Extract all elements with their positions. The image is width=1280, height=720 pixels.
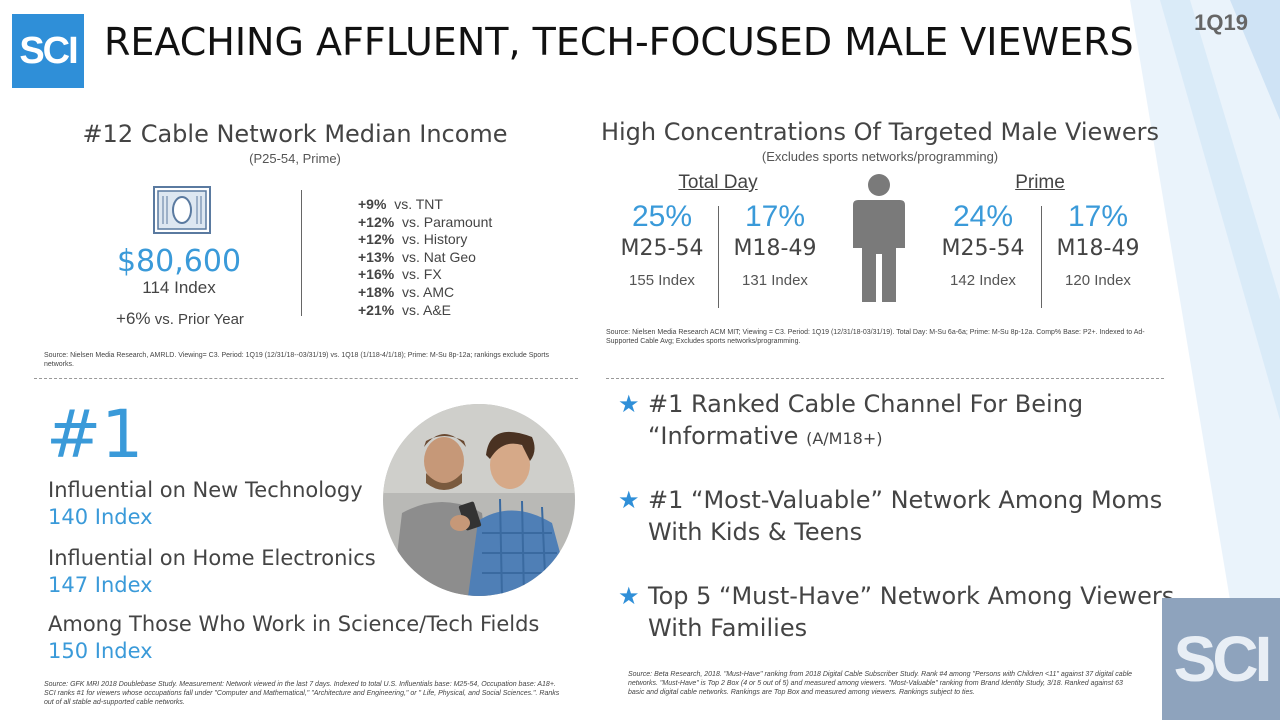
star-icon: ★ bbox=[618, 390, 640, 418]
comparison-item: +12% vs. Paramount bbox=[358, 213, 493, 230]
star-icon: ★ bbox=[618, 486, 640, 514]
comparison-item: +9% vs. TNT bbox=[358, 196, 443, 212]
stat-pct: 17% bbox=[744, 200, 806, 233]
stat-demo: M18-49 bbox=[733, 236, 817, 261]
section-divider-right bbox=[606, 378, 1164, 379]
rank-number: #1 bbox=[46, 396, 144, 473]
stat-index: 142 Index bbox=[950, 272, 1016, 289]
stat-index: 131 Index bbox=[742, 272, 808, 289]
comparison-item: +12% vs. History bbox=[358, 231, 468, 248]
male-viewers-source: Source: Nielsen Media Research ACM MIT; … bbox=[606, 329, 1145, 345]
prior-year-change: +6% vs. Prior Year bbox=[80, 309, 280, 329]
stat-divider bbox=[1041, 206, 1042, 308]
men-with-phone-photo bbox=[383, 404, 575, 596]
influential-label: Influential on New Technology bbox=[48, 478, 363, 502]
income-subheading: (P25-54, Prime) bbox=[249, 151, 341, 166]
comparison-item: +21% vs. A&E bbox=[358, 301, 452, 318]
stat-pct: 25% bbox=[631, 200, 693, 233]
influential-label: Among Those Who Work in Science/Tech Fie… bbox=[48, 612, 540, 636]
male-viewers-heading: High Concentrations Of Targeted Male Vie… bbox=[600, 118, 1160, 146]
income-heading: #12 Cable Network Median Income bbox=[82, 120, 508, 148]
income-divider bbox=[301, 190, 302, 316]
section-divider-left bbox=[34, 378, 578, 379]
prior-change-label: vs. Prior Year bbox=[154, 311, 244, 328]
prime-label: Prime bbox=[1015, 172, 1065, 193]
stat-demo: M25-54 bbox=[620, 236, 704, 261]
comparison-item: +18% vs. AMC bbox=[358, 283, 455, 300]
stat-index: 120 Index bbox=[1065, 272, 1131, 289]
influential-label: Influential on Home Electronics bbox=[48, 546, 376, 570]
stat-pct: 17% bbox=[1067, 200, 1129, 233]
quarter-label: 1Q19 bbox=[1194, 10, 1248, 35]
sci-logo: SCI bbox=[12, 14, 84, 88]
footer-sci-logo: SCI bbox=[1162, 598, 1280, 720]
influential-index: 147 Index bbox=[48, 573, 153, 597]
total-day-label: Total Day bbox=[678, 172, 758, 193]
comparison-item: +16% vs. FX bbox=[358, 266, 442, 283]
stat-demo: M25-54 bbox=[941, 236, 1025, 261]
comparison-item: +13% vs. Nat Geo bbox=[358, 248, 476, 265]
comparison-list: +9% vs. TNT +12% vs. Paramount +12% vs. … bbox=[358, 196, 492, 319]
median-income-value: $80,600 bbox=[116, 244, 242, 279]
ranking-bullet: ★ #1 “Most-Valuable” Network Among Moms … bbox=[618, 486, 1163, 546]
stat-pct: 24% bbox=[952, 200, 1014, 233]
stat-demo: M18-49 bbox=[1056, 236, 1140, 261]
stat-index: 155 Index bbox=[629, 272, 695, 289]
median-income-index: 114 Index bbox=[142, 278, 216, 297]
ranking-bullet: ★ #1 Ranked Cable Channel For Being “Inf… bbox=[618, 388, 1178, 455]
ranking-bullet: ★ Top 5 “Must-Have” Network Among Viewer… bbox=[618, 582, 1175, 642]
page-title: REACHING AFFLUENT, TECH-FOCUSED MALE VIE… bbox=[104, 20, 1134, 64]
star-icon: ★ bbox=[618, 582, 640, 610]
stat-divider bbox=[718, 206, 719, 308]
prior-change-pct: +6% bbox=[116, 309, 151, 328]
influential-index: 140 Index bbox=[48, 505, 153, 529]
money-icon bbox=[153, 186, 211, 234]
rankings-source: Source: Beta Research, 2018. "Must-Have"… bbox=[628, 671, 1133, 696]
influential-source: Source: GFK MRI 2018 Doublebase Study. M… bbox=[44, 681, 560, 706]
income-source: Source: Nielsen Media Research, AMRLD. V… bbox=[44, 352, 549, 368]
male-viewers-subheading: (Excludes sports networks/programming) bbox=[761, 149, 999, 164]
male-person-icon bbox=[853, 174, 905, 302]
influential-index: 150 Index bbox=[48, 639, 153, 663]
